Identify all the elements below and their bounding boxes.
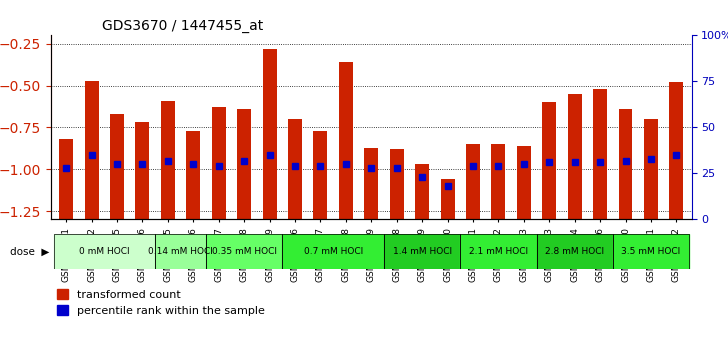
Bar xyxy=(263,49,277,219)
Bar xyxy=(466,144,480,219)
Bar xyxy=(517,146,531,219)
Bar xyxy=(415,164,429,219)
Text: GDS3670 / 1447455_at: GDS3670 / 1447455_at xyxy=(102,19,264,33)
Bar xyxy=(161,101,175,219)
Bar xyxy=(282,234,384,269)
Bar xyxy=(135,122,149,219)
Bar xyxy=(212,107,226,219)
Bar xyxy=(613,234,689,269)
Bar xyxy=(669,82,684,219)
Legend: transformed count, percentile rank within the sample: transformed count, percentile rank withi… xyxy=(57,289,264,316)
Bar xyxy=(542,102,556,219)
Bar xyxy=(155,234,206,269)
Text: 2.1 mM HOCl: 2.1 mM HOCl xyxy=(469,247,528,256)
Bar xyxy=(206,234,282,269)
Bar xyxy=(186,131,200,219)
Text: 0.7 mM HOCl: 0.7 mM HOCl xyxy=(304,247,363,256)
Bar xyxy=(53,234,155,269)
Bar xyxy=(644,119,658,219)
Bar xyxy=(84,81,98,219)
Bar xyxy=(491,144,505,219)
Bar xyxy=(384,234,460,269)
Bar xyxy=(619,109,633,219)
Bar xyxy=(568,94,582,219)
Bar xyxy=(364,148,379,219)
Bar xyxy=(288,119,302,219)
Text: 0 mM HOCl: 0 mM HOCl xyxy=(79,247,130,256)
Bar xyxy=(593,89,607,219)
Text: 0.35 mM HOCl: 0.35 mM HOCl xyxy=(212,247,277,256)
Bar xyxy=(59,139,74,219)
Text: 1.4 mM HOCl: 1.4 mM HOCl xyxy=(392,247,451,256)
Bar xyxy=(460,234,537,269)
Text: 3.5 mM HOCl: 3.5 mM HOCl xyxy=(621,247,681,256)
Bar xyxy=(440,179,454,219)
Bar xyxy=(389,149,404,219)
Bar xyxy=(339,62,353,219)
Text: 2.8 mM HOCl: 2.8 mM HOCl xyxy=(545,247,604,256)
Text: 0.14 mM HOCl: 0.14 mM HOCl xyxy=(149,247,213,256)
Bar xyxy=(314,131,328,219)
Bar xyxy=(237,109,251,219)
Text: dose  ▶: dose ▶ xyxy=(10,246,50,256)
Bar xyxy=(537,234,613,269)
Bar xyxy=(110,114,124,219)
